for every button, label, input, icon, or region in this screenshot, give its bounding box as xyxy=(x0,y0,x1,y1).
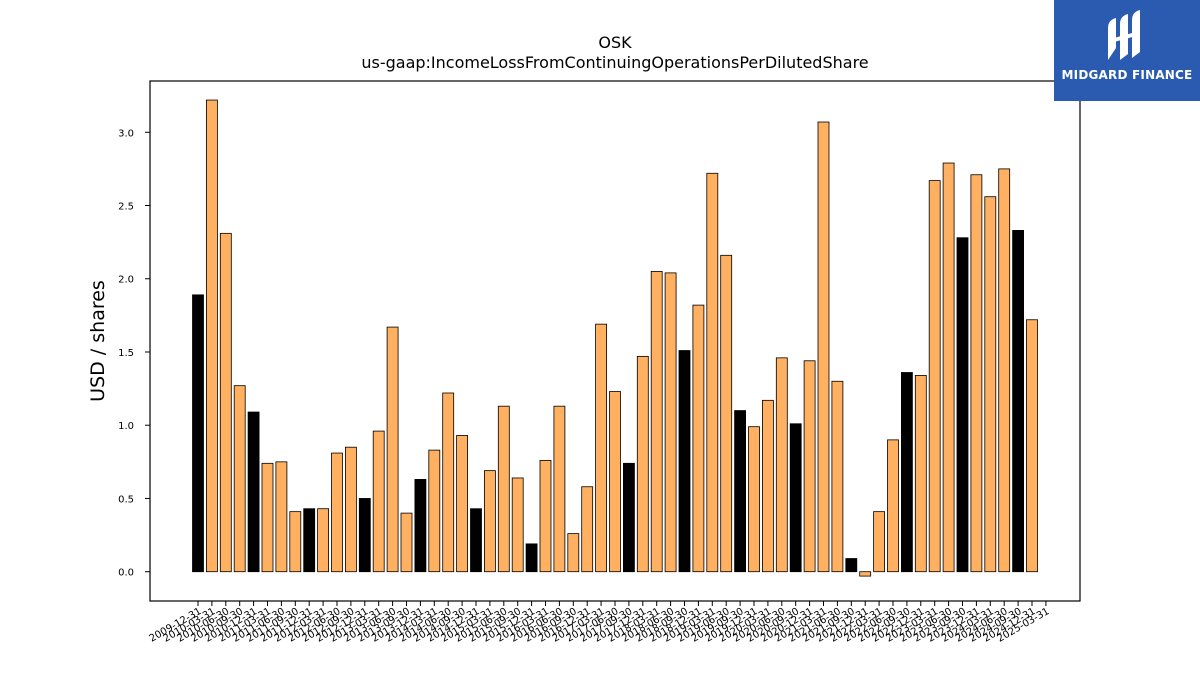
y-tick-label: 1.5 xyxy=(118,348,134,359)
bar xyxy=(289,511,302,573)
bar xyxy=(317,508,330,573)
bar xyxy=(623,462,635,573)
bar xyxy=(609,391,621,573)
y-tick-label: 2.0 xyxy=(118,275,134,286)
bar xyxy=(483,470,496,573)
bar xyxy=(942,162,955,573)
bar xyxy=(261,462,274,573)
bar xyxy=(928,180,941,573)
bar xyxy=(275,461,288,573)
bar xyxy=(873,511,885,573)
bar xyxy=(720,254,733,573)
bar xyxy=(595,323,607,573)
bar xyxy=(344,446,357,573)
bar xyxy=(748,426,760,573)
bar xyxy=(233,385,246,573)
bar xyxy=(817,121,830,573)
bar xyxy=(372,430,385,573)
bar xyxy=(1026,319,1038,573)
logo-text: MIDGARD FINANCE xyxy=(1061,68,1193,82)
bar xyxy=(636,355,649,573)
bar xyxy=(887,439,899,573)
bar xyxy=(553,405,566,573)
chart-subtitle: us-gaap:IncomeLossFromContinuingOperatio… xyxy=(361,53,868,72)
bar xyxy=(1012,230,1024,573)
bar xyxy=(511,477,524,573)
bar xyxy=(192,294,204,573)
bar xyxy=(303,508,316,573)
logo-mark-icon xyxy=(1108,10,1140,60)
bar xyxy=(970,174,983,573)
y-axis-label: USD / shares xyxy=(87,280,109,402)
y-axis: 0.0 0.5 1.0 1.5 2.0 2.5 3.0 xyxy=(118,128,150,579)
bar xyxy=(525,543,538,573)
bar xyxy=(386,326,399,573)
y-tick-label: 0.5 xyxy=(118,494,134,505)
bar xyxy=(845,558,858,573)
bar xyxy=(692,304,705,573)
bar xyxy=(442,392,455,573)
bar xyxy=(358,498,371,573)
y-tick-label: 2.5 xyxy=(118,202,134,213)
chart-title: OSK xyxy=(598,33,632,52)
bar xyxy=(789,423,802,573)
bar xyxy=(901,372,913,573)
x-axis: 2009-12-312010-03-312010-06-302010-09-30… xyxy=(148,601,1051,645)
bar xyxy=(428,449,441,573)
bar xyxy=(205,99,218,573)
bar xyxy=(914,375,927,573)
bar xyxy=(219,232,232,573)
bar xyxy=(581,486,594,573)
bar xyxy=(539,459,552,573)
bar xyxy=(247,411,260,573)
bar xyxy=(831,380,844,573)
bar xyxy=(456,435,469,573)
bar xyxy=(497,405,510,573)
y-tick-label: 0.0 xyxy=(118,568,134,579)
bar xyxy=(400,512,413,573)
bar xyxy=(650,271,663,573)
bar xyxy=(984,196,997,573)
bar xyxy=(470,508,482,573)
bar xyxy=(998,168,1011,573)
bar xyxy=(956,237,969,573)
bar xyxy=(678,350,691,573)
bars xyxy=(192,99,1038,577)
brand-logo: MIDGARD FINANCE xyxy=(1054,0,1200,101)
bar xyxy=(803,360,816,573)
bar xyxy=(567,533,580,573)
bar xyxy=(734,410,746,573)
bar xyxy=(414,479,427,573)
y-tick-label: 1.0 xyxy=(118,421,134,432)
bar xyxy=(775,357,788,573)
bar xyxy=(664,272,677,573)
bar xyxy=(706,172,719,573)
bar xyxy=(331,452,343,573)
bar xyxy=(859,571,872,577)
plot-frame xyxy=(149,80,1081,602)
y-tick-label: 3.0 xyxy=(118,128,134,139)
bar xyxy=(762,399,774,573)
